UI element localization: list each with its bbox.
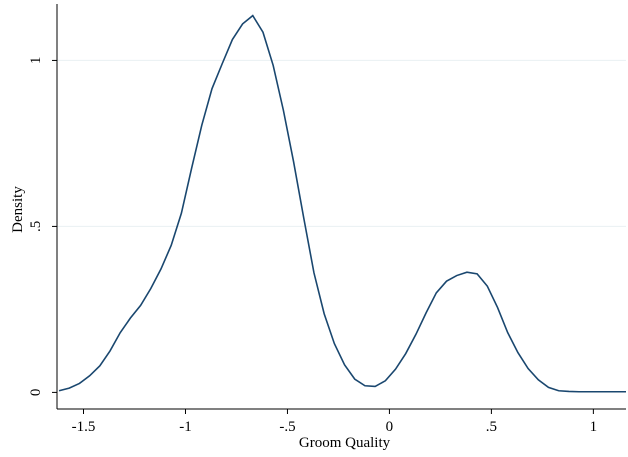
y-tick-label-1: .5 bbox=[28, 221, 44, 232]
x-axis-title: Groom Quality bbox=[299, 435, 391, 451]
x-tick-label-3: 0 bbox=[386, 419, 394, 435]
y-axis-ticks: 0.51 bbox=[28, 57, 57, 396]
x-tick-label-2: -.5 bbox=[279, 419, 295, 435]
grid-lines bbox=[57, 59, 626, 227]
y-tick-label-2: 1 bbox=[28, 57, 44, 65]
x-tick-label-5: 1 bbox=[590, 419, 598, 435]
density-curve bbox=[58, 14, 626, 393]
plot-area bbox=[58, 14, 626, 393]
x-tick-label-0: -1.5 bbox=[72, 419, 96, 435]
y-tick-label-0: 0 bbox=[28, 389, 44, 397]
x-axis-ticks: -1.5 -1 -.5 0 .5 1 bbox=[72, 409, 597, 435]
x-tick-label-4: .5 bbox=[486, 419, 497, 435]
x-tick-label-1: -1 bbox=[179, 419, 192, 435]
y-axis-title: Density bbox=[10, 186, 26, 233]
